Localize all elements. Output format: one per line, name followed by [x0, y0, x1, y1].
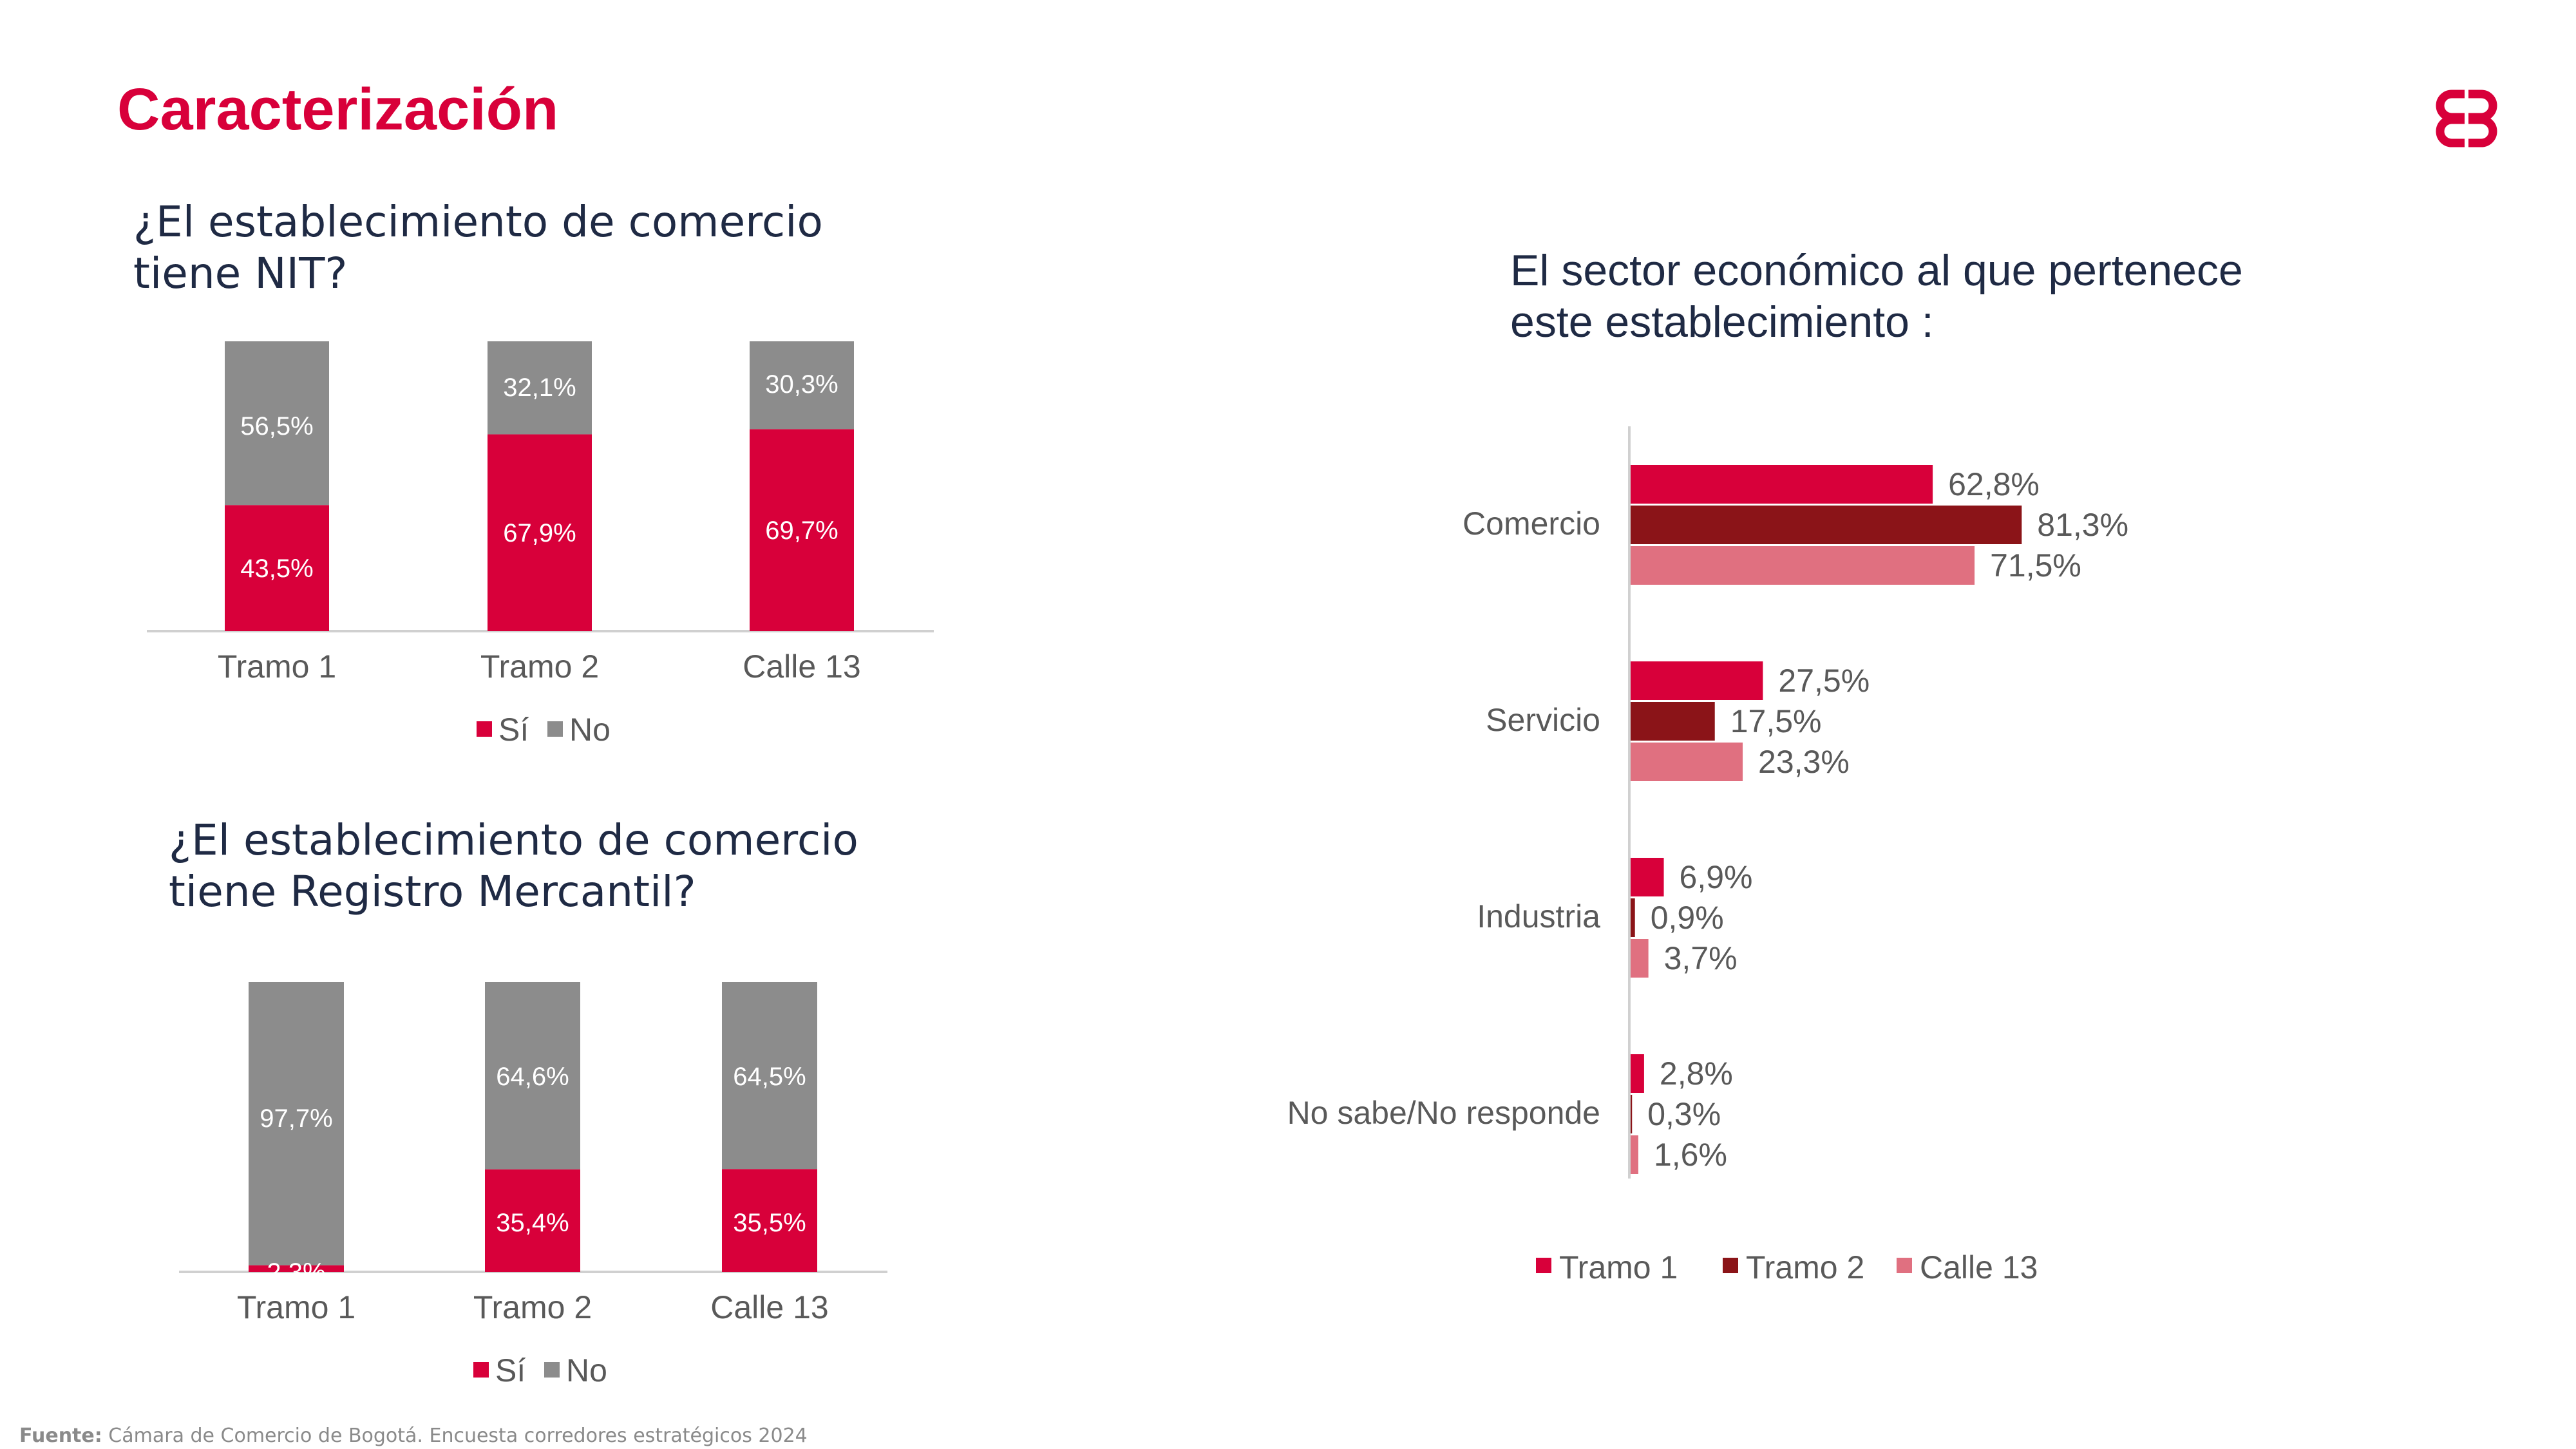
- nit-label-no-tramo-2: 32,1%: [503, 374, 576, 402]
- registro-legend-no-label: No: [566, 1352, 607, 1388]
- sector-chart: Comercio 62,8% 81,3% 71,5% Servicio 27,5% 17,5…: [1287, 426, 2128, 1285]
- sector-label-comercio-calle-13: 71,5%: [1990, 547, 2081, 583]
- registro-label-si-tramo-1: 2,3%: [267, 1258, 325, 1287]
- sector-bar-comercio-tramo-2: [1631, 506, 2022, 544]
- sector-bar-comercio-calle-13: [1631, 546, 1975, 585]
- sector-label-no-sabe-no-responde-tramo-1: 2,8%: [1660, 1056, 1733, 1092]
- nit-tick-calle-13: Calle 13: [743, 649, 860, 685]
- nit-question-title: ¿El establecimiento de comercio tiene NI…: [133, 197, 823, 298]
- sector-label-industria-tramo-2: 0,9%: [1651, 900, 1724, 936]
- nit-legend-si-swatch: [477, 721, 492, 737]
- sector-legend-swatch-tramo-1: [1536, 1258, 1551, 1273]
- nit-tick-tramo-1: Tramo 1: [218, 649, 336, 685]
- sector-bar-industria-tramo-1: [1631, 858, 1664, 896]
- sector-label-industria-tramo-1: 6,9%: [1680, 859, 1753, 895]
- sector-legend-label-calle-13: Calle 13: [1920, 1249, 2038, 1285]
- sector-tick-servicio: Servicio: [1486, 702, 1600, 738]
- nit-label-si-tramo-2: 67,9%: [503, 519, 576, 547]
- registro-legend-no-swatch: [544, 1362, 560, 1378]
- sector-label-comercio-tramo-2: 81,3%: [2037, 507, 2128, 543]
- sector-label-servicio-tramo-1: 27,5%: [1778, 663, 1870, 699]
- sector-label-servicio-calle-13: 23,3%: [1758, 744, 1850, 780]
- sector-bar-no-sabe-no-responde-calle-13: [1631, 1135, 1638, 1174]
- nit-label-si-tramo-1: 43,5%: [240, 554, 313, 583]
- sector-tick-no-sabe-no-responde: No sabe/No responde: [1287, 1095, 1600, 1131]
- registro-bar-si-tramo-1: [249, 1265, 344, 1272]
- sector-bar-no-sabe-no-responde-tramo-1: [1631, 1054, 1644, 1093]
- sector-bar-comercio-tramo-1: [1631, 465, 1933, 504]
- registro-legend-si-swatch: [473, 1362, 489, 1378]
- nit-bar-no-tramo-2: [488, 341, 592, 435]
- sector-legend-label-tramo-1: Tramo 1: [1559, 1249, 1678, 1285]
- registro-label-no-calle-13: 64,5%: [733, 1063, 806, 1091]
- sector-tick-comercio: Comercio: [1463, 506, 1600, 542]
- page-title: Caracterización: [117, 77, 559, 142]
- nit-legend-no-label: No: [569, 712, 611, 748]
- source-text: Cámara de Comercio de Bogotá. Encuesta c…: [108, 1425, 808, 1447]
- sector-chart-title: El sector económico al que pertenece est…: [1510, 246, 2243, 346]
- registro-bar-no-tramo-2: [485, 982, 580, 1170]
- brand-logo-icon: [2436, 90, 2497, 147]
- sector-bar-servicio-tramo-1: [1631, 661, 1763, 700]
- nit-label-no-tramo-1: 56,5%: [240, 412, 313, 440]
- nit-label-no-calle-13: 30,3%: [765, 370, 838, 399]
- sector-legend-swatch-calle-13: [1897, 1258, 1912, 1273]
- registro-legend-si-label: Sí: [495, 1352, 526, 1388]
- registro-bar-si-calle-13: [722, 1169, 817, 1272]
- nit-label-si-calle-13: 69,7%: [765, 516, 838, 545]
- nit-bar-si-calle-13: [750, 429, 854, 631]
- nit-tick-tramo-2: Tramo 2: [480, 649, 599, 685]
- registro-bar-si-tramo-2: [485, 1169, 580, 1272]
- nit-bar-si-tramo-1: [225, 505, 329, 631]
- registro-bar-no-tramo-1: [249, 982, 344, 1265]
- sector-label-comercio-tramo-1: 62,8%: [1948, 466, 2040, 502]
- registro-tick-tramo-1: Tramo 1: [237, 1289, 355, 1325]
- registro-tick-tramo-2: Tramo 2: [473, 1289, 592, 1325]
- sector-tick-industria: Industria: [1477, 898, 1600, 934]
- registro-question-title: ¿El establecimiento de comercio tiene Re…: [169, 815, 858, 916]
- nit-chart: 43,5% 56,5% Tramo 1 67,9% 32,1% Tramo 2 69,7% 3…: [147, 341, 934, 748]
- nit-legend-si-label: Sí: [498, 712, 529, 748]
- sector-bar-no-sabe-no-responde-tramo-2: [1631, 1095, 1633, 1133]
- registro-label-si-calle-13: 35,5%: [733, 1209, 806, 1237]
- sector-bar-servicio-tramo-2: [1631, 702, 1715, 741]
- nit-legend-no-swatch: [547, 721, 563, 737]
- sector-legend-swatch-tramo-2: [1723, 1258, 1738, 1273]
- registro-label-no-tramo-1: 97,7%: [260, 1104, 332, 1133]
- sector-bar-servicio-calle-13: [1631, 743, 1743, 781]
- source-label: Fuente:: [19, 1425, 102, 1447]
- registro-label-si-tramo-2: 35,4%: [496, 1209, 569, 1237]
- sector-label-no-sabe-no-responde-tramo-2: 0,3%: [1647, 1096, 1721, 1132]
- sector-bar-industria-tramo-2: [1631, 898, 1635, 937]
- sector-label-industria-calle-13: 3,7%: [1664, 940, 1738, 976]
- sector-label-servicio-tramo-2: 17,5%: [1730, 703, 1822, 739]
- nit-bar-no-calle-13: [750, 341, 854, 430]
- nit-bar-no-tramo-1: [225, 341, 329, 506]
- registro-bar-no-calle-13: [722, 982, 817, 1170]
- source-note: Fuente: Cámara de Comercio de Bogotá. En…: [19, 1425, 808, 1447]
- sector-bar-industria-calle-13: [1631, 939, 1649, 978]
- sector-label-no-sabe-no-responde-calle-13: 1,6%: [1654, 1137, 1727, 1173]
- registro-label-no-tramo-2: 64,6%: [496, 1063, 569, 1091]
- nit-bar-si-tramo-2: [488, 434, 592, 631]
- registro-tick-calle-13: Calle 13: [710, 1289, 828, 1325]
- sector-legend-label-tramo-2: Tramo 2: [1746, 1249, 1864, 1285]
- registro-chart: 2,3% 97,7% Tramo 1 35,4% 64,6% Tramo 2 35,5% 64…: [179, 982, 887, 1388]
